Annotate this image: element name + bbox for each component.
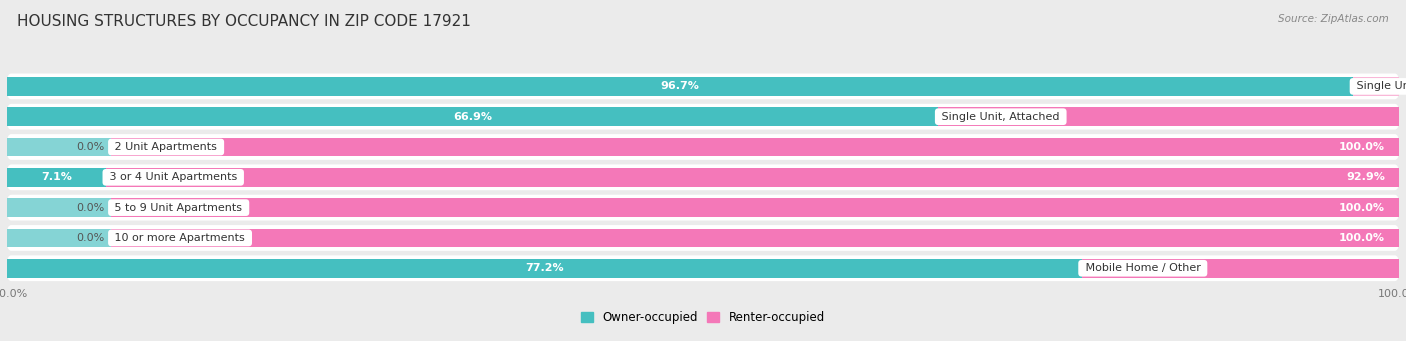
FancyBboxPatch shape: [7, 225, 1399, 251]
FancyBboxPatch shape: [7, 134, 1399, 160]
Bar: [1081, 259, 1399, 278]
Text: 100.0%: 100.0%: [1339, 233, 1385, 243]
Bar: [111, 198, 1399, 217]
Text: 77.2%: 77.2%: [524, 263, 564, 273]
Text: 92.9%: 92.9%: [1346, 172, 1385, 182]
Text: 100.0%: 100.0%: [1339, 142, 1385, 152]
FancyBboxPatch shape: [7, 255, 1399, 281]
Text: 0.0%: 0.0%: [76, 142, 104, 152]
Text: 100.0%: 100.0%: [1339, 203, 1385, 213]
Bar: [105, 168, 1399, 187]
FancyBboxPatch shape: [7, 74, 1399, 99]
Text: Source: ZipAtlas.com: Source: ZipAtlas.com: [1278, 14, 1389, 24]
Text: 3 or 4 Unit Apartments: 3 or 4 Unit Apartments: [105, 172, 240, 182]
Bar: [7, 138, 111, 157]
Text: Mobile Home / Other: Mobile Home / Other: [1081, 263, 1204, 273]
Text: 0.0%: 0.0%: [76, 233, 104, 243]
Text: 5 to 9 Unit Apartments: 5 to 9 Unit Apartments: [111, 203, 246, 213]
Text: 96.7%: 96.7%: [661, 81, 699, 91]
Bar: [7, 259, 1081, 278]
Bar: [1353, 77, 1399, 96]
Bar: [7, 168, 105, 187]
FancyBboxPatch shape: [7, 195, 1399, 221]
Text: Single Unit, Attached: Single Unit, Attached: [938, 112, 1063, 122]
Bar: [7, 77, 1353, 96]
Text: 66.9%: 66.9%: [453, 112, 492, 122]
Text: 0.0%: 0.0%: [76, 203, 104, 213]
Bar: [111, 138, 1399, 157]
Text: 2 Unit Apartments: 2 Unit Apartments: [111, 142, 221, 152]
Bar: [7, 228, 111, 247]
FancyBboxPatch shape: [7, 104, 1399, 130]
Text: 10 or more Apartments: 10 or more Apartments: [111, 233, 249, 243]
Text: HOUSING STRUCTURES BY OCCUPANCY IN ZIP CODE 17921: HOUSING STRUCTURES BY OCCUPANCY IN ZIP C…: [17, 14, 471, 29]
Legend: Owner-occupied, Renter-occupied: Owner-occupied, Renter-occupied: [576, 306, 830, 328]
Bar: [111, 228, 1399, 247]
Bar: [7, 107, 938, 126]
Text: 7.1%: 7.1%: [41, 172, 72, 182]
Text: Single Unit, Detached: Single Unit, Detached: [1353, 81, 1406, 91]
FancyBboxPatch shape: [7, 164, 1399, 190]
Bar: [938, 107, 1399, 126]
Bar: [7, 198, 111, 217]
